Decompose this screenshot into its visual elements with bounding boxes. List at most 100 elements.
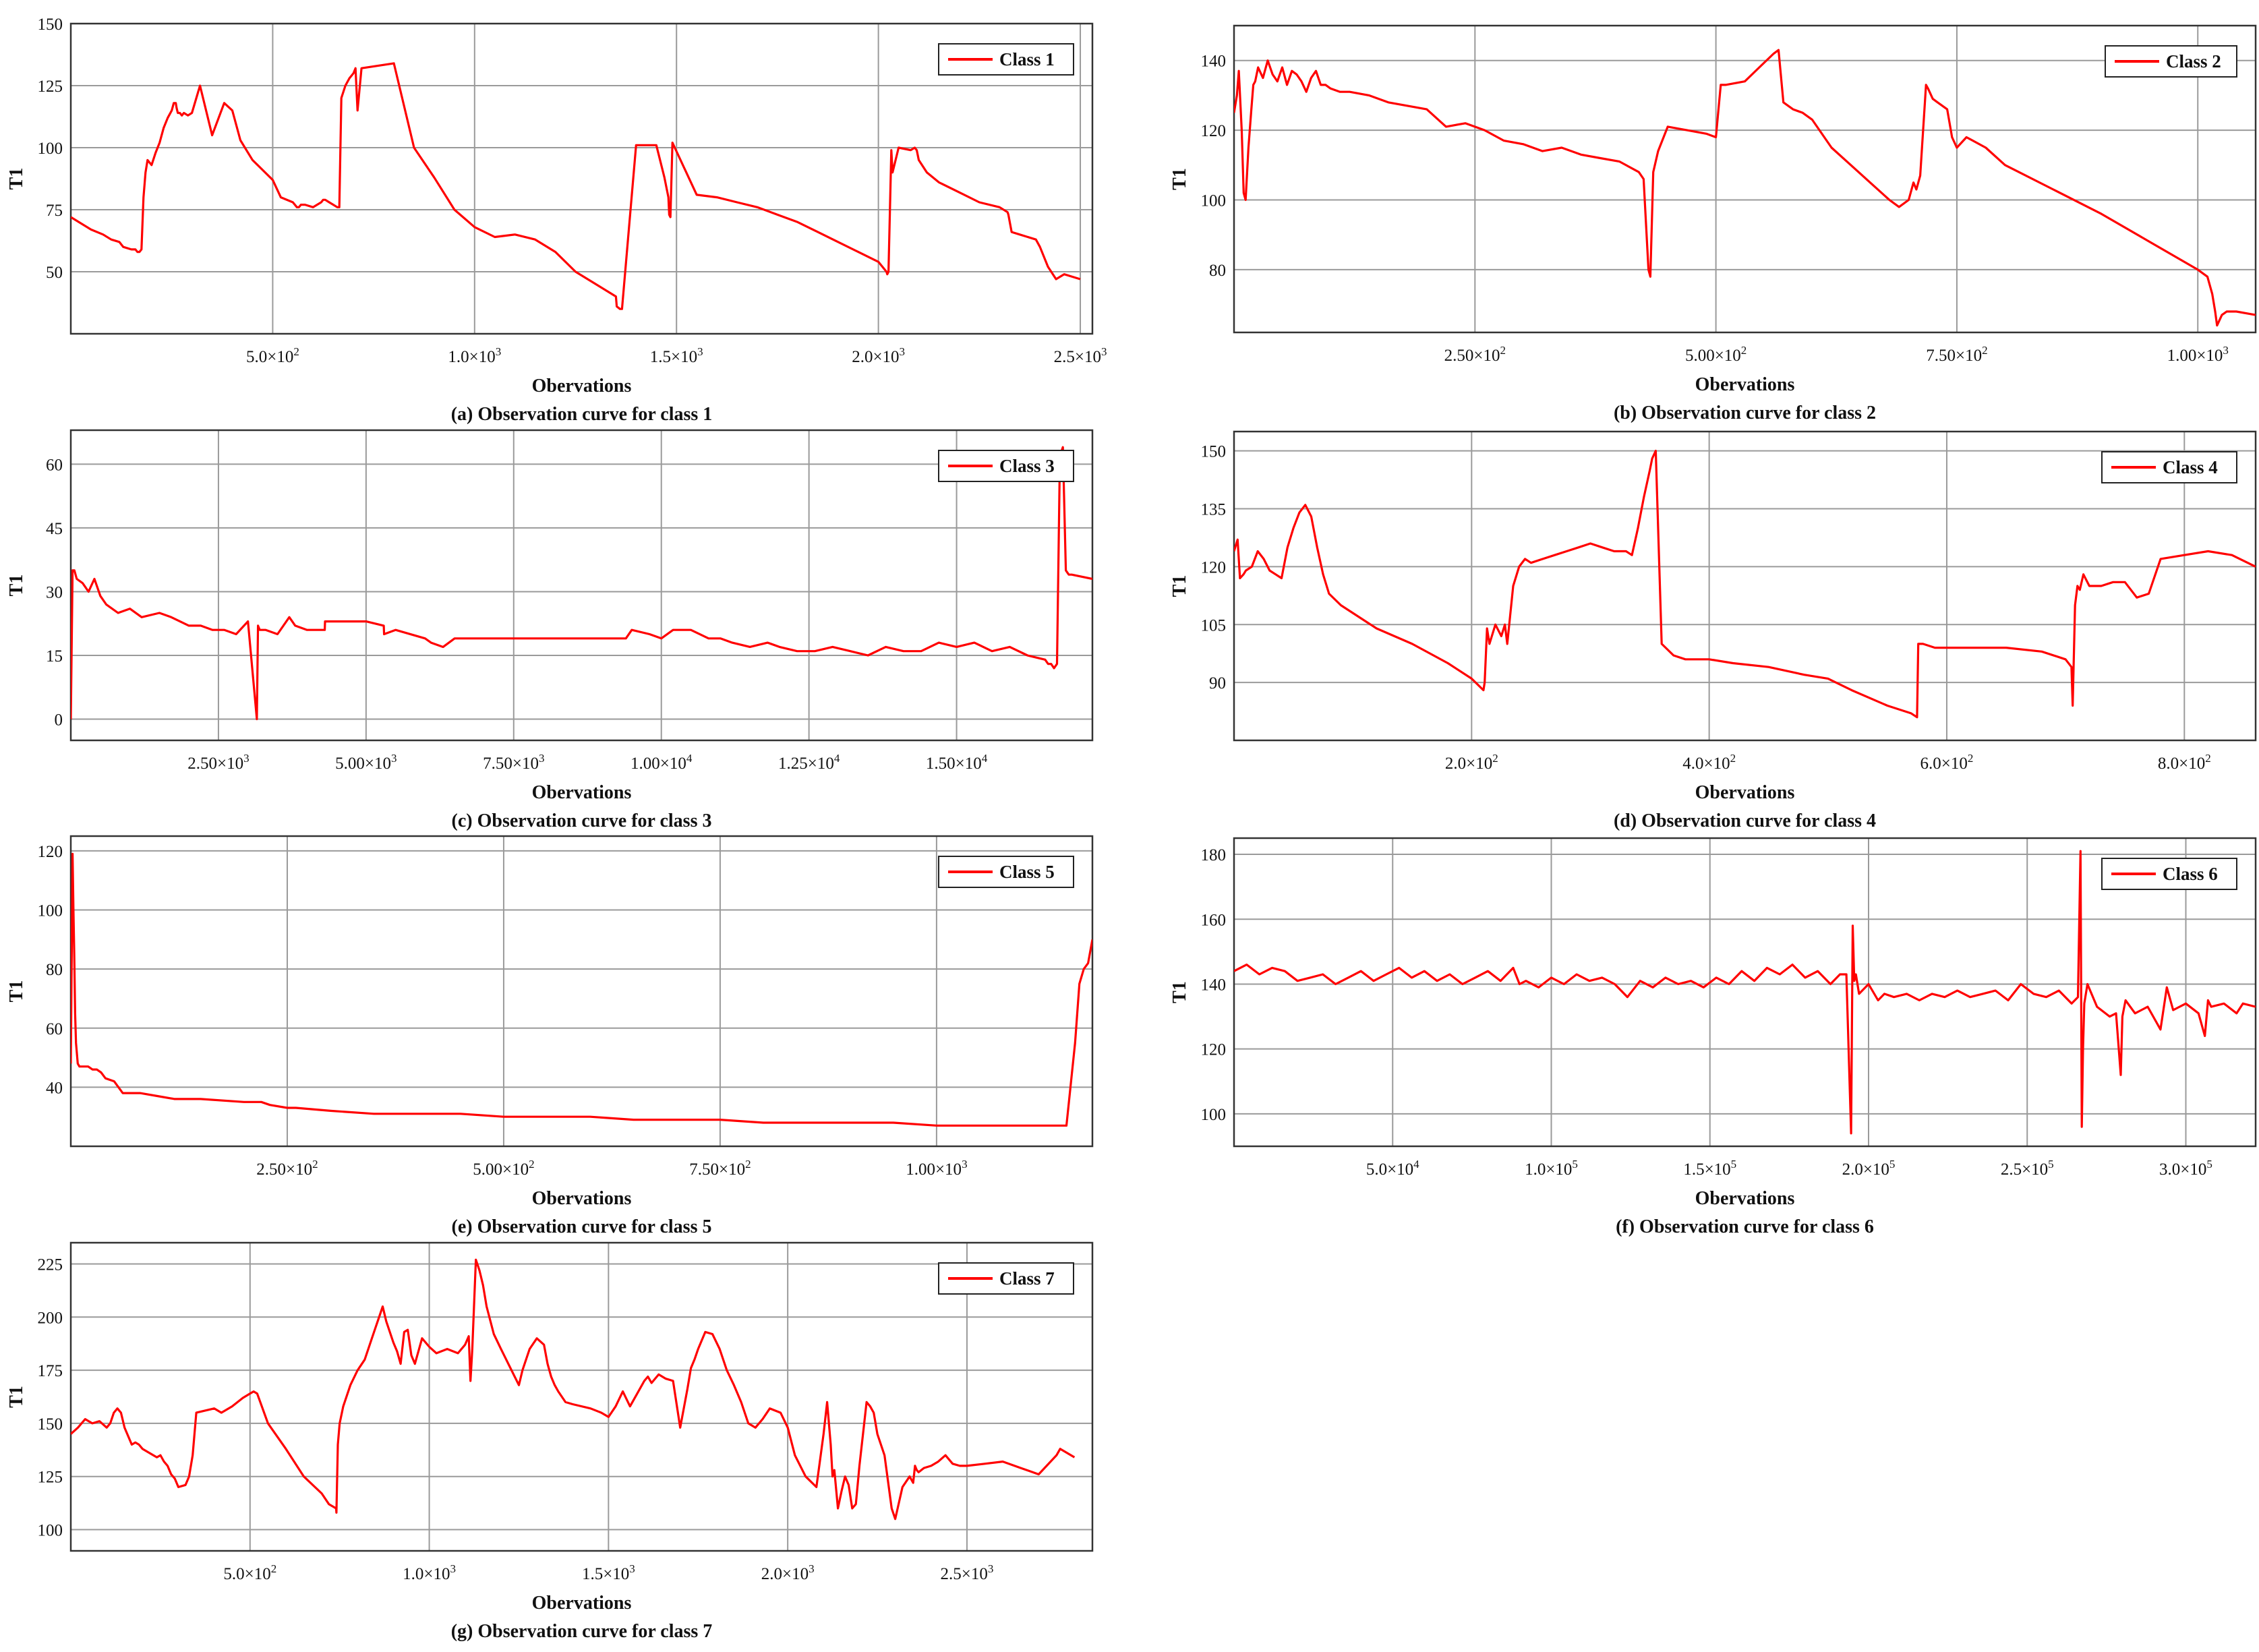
plot-frame xyxy=(69,22,1094,335)
y-tick-label: 100 xyxy=(1201,1106,1227,1124)
x-tick-label: 7.50×103 xyxy=(483,752,544,773)
chart-caption: (c) Observation curve for class 3 xyxy=(452,810,712,831)
chart-caption: (f) Observation curve for class 6 xyxy=(1616,1216,1874,1237)
chart-panel-1: 5.0×102 1.0×103 1.5×103 2.0×103 2.5×103 50 75 1… xyxy=(6,16,1107,425)
series-line xyxy=(71,852,1092,1127)
legend-label: Class 3 xyxy=(999,456,1055,476)
y-tick-label: 50 xyxy=(46,264,63,282)
x-tick-label: 7.50×102 xyxy=(1926,344,1987,365)
y-tick-label: 100 xyxy=(1201,192,1227,210)
series-line xyxy=(71,62,1081,310)
series-line xyxy=(71,1258,1076,1521)
x-tick-label: 1.5×105 xyxy=(1683,1158,1736,1179)
y-tick-label: 150 xyxy=(38,16,63,34)
chart-panel-4: 2.0×102 4.0×102 6.0×102 8.0×102 90 105 120 135 1… xyxy=(1169,430,2257,831)
y-axis-label: T1 xyxy=(1169,168,1190,190)
series-line xyxy=(71,446,1092,721)
x-tick-label: 6.0×102 xyxy=(1920,752,1974,773)
plot-frame xyxy=(1233,837,2257,1148)
y-tick-label: 135 xyxy=(1201,501,1227,519)
y-tick-label: 175 xyxy=(38,1362,63,1380)
x-tick-label: 1.0×103 xyxy=(448,345,501,366)
x-tick-label: 5.00×102 xyxy=(1685,344,1747,365)
y-tick-label: 160 xyxy=(1201,911,1227,929)
legend-label: Class 6 xyxy=(2163,864,2218,884)
x-tick-label: 1.50×104 xyxy=(926,752,988,773)
x-tick-label: 2.5×103 xyxy=(1054,345,1107,366)
x-axis-label: Obervations xyxy=(532,1188,632,1209)
x-tick-label: 4.0×102 xyxy=(1682,752,1736,773)
x-tick-label: 2.50×102 xyxy=(1444,344,1506,365)
y-tick-label: 0 xyxy=(55,711,63,729)
x-tick-label: 1.00×103 xyxy=(2167,344,2229,365)
y-tick-label: 75 xyxy=(46,202,63,220)
y-tick-label: 30 xyxy=(46,583,63,601)
chart-panel-5: 2.50×102 5.00×102 7.50×102 1.00×103 40 60 80 10… xyxy=(6,835,1094,1237)
series-line xyxy=(1234,850,2256,1135)
y-tick-label: 150 xyxy=(1201,443,1227,461)
y-axis-label: T1 xyxy=(6,980,27,1003)
y-axis-label: T1 xyxy=(6,574,27,597)
x-tick-label: 1.0×105 xyxy=(1525,1158,1578,1179)
x-tick-label: 2.0×103 xyxy=(852,345,905,366)
y-tick-label: 140 xyxy=(1201,976,1227,994)
chart-caption: (a) Observation curve for class 1 xyxy=(451,404,713,425)
x-axis-label: Obervations xyxy=(532,1593,632,1614)
plot-frame xyxy=(1233,430,2257,742)
legend-label: Class 5 xyxy=(999,862,1055,882)
chart-panel-3: 2.50×103 5.00×103 7.50×103 1.00×104 1.25×104… xyxy=(6,429,1094,831)
x-tick-label: 1.0×103 xyxy=(403,1562,456,1583)
chart-panel-2: 2.50×102 5.00×102 7.50×102 1.00×103 80 100 120… xyxy=(1169,24,2257,423)
series-line xyxy=(1234,449,2256,719)
chart-caption: (d) Observation curve for class 4 xyxy=(1614,810,1876,831)
x-axis-label: Obervations xyxy=(532,782,632,803)
plot-frame xyxy=(1233,24,2257,334)
y-tick-label: 100 xyxy=(38,140,63,158)
x-tick-label: 5.0×102 xyxy=(223,1562,276,1583)
y-tick-label: 80 xyxy=(46,961,63,979)
legend-label: Class 2 xyxy=(2166,51,2221,71)
y-tick-label: 120 xyxy=(38,843,63,861)
y-tick-label: 120 xyxy=(1201,558,1227,577)
y-tick-label: 125 xyxy=(38,1469,63,1487)
x-tick-label: 1.00×104 xyxy=(630,752,693,773)
x-axis-label: Obervations xyxy=(1695,1188,1795,1209)
x-tick-label: 7.50×102 xyxy=(689,1158,751,1179)
legend-label: Class 4 xyxy=(2163,457,2218,477)
x-tick-label: 5.00×103 xyxy=(335,752,397,773)
x-axis-label: Obervations xyxy=(532,376,632,396)
chart-caption: (g) Observation curve for class 7 xyxy=(451,1621,713,1642)
x-tick-label: 1.5×103 xyxy=(582,1562,635,1583)
chart-caption: (b) Observation curve for class 2 xyxy=(1614,403,1876,423)
y-axis-label: T1 xyxy=(6,168,27,190)
y-tick-label: 120 xyxy=(1201,122,1227,140)
legend-label: Class 1 xyxy=(999,49,1055,69)
y-tick-label: 90 xyxy=(1209,674,1226,692)
y-tick-label: 150 xyxy=(38,1415,63,1434)
y-axis-label: T1 xyxy=(1169,981,1190,1003)
plot-frame xyxy=(69,1241,1094,1552)
y-tick-label: 40 xyxy=(46,1079,63,1097)
plot-frame xyxy=(69,429,1094,742)
chart-caption: (e) Observation curve for class 5 xyxy=(452,1216,712,1237)
x-tick-label: 2.5×103 xyxy=(941,1562,994,1583)
y-axis-label: T1 xyxy=(6,1386,27,1408)
y-tick-label: 225 xyxy=(38,1256,63,1274)
x-tick-label: 2.5×105 xyxy=(2001,1158,2054,1179)
chart-panel-7: 5.0×102 1.0×103 1.5×103 2.0×103 2.5×103 100 12… xyxy=(6,1241,1094,1642)
y-tick-label: 15 xyxy=(46,647,63,666)
x-tick-label: 2.0×102 xyxy=(1445,752,1498,773)
x-tick-label: 1.25×104 xyxy=(778,752,840,773)
x-tick-label: 5.00×102 xyxy=(473,1158,534,1179)
y-tick-label: 60 xyxy=(46,456,63,474)
y-axis-label: T1 xyxy=(1169,575,1190,597)
x-tick-label: 2.50×103 xyxy=(187,752,249,773)
x-tick-label: 5.0×102 xyxy=(246,345,299,366)
legend-label: Class 7 xyxy=(999,1268,1055,1289)
y-tick-label: 120 xyxy=(1201,1041,1227,1059)
x-tick-label: 2.0×103 xyxy=(761,1562,815,1583)
x-tick-label: 1.5×103 xyxy=(650,345,703,366)
x-axis-label: Obervations xyxy=(1695,782,1795,803)
x-axis-label: Obervations xyxy=(1695,374,1795,395)
